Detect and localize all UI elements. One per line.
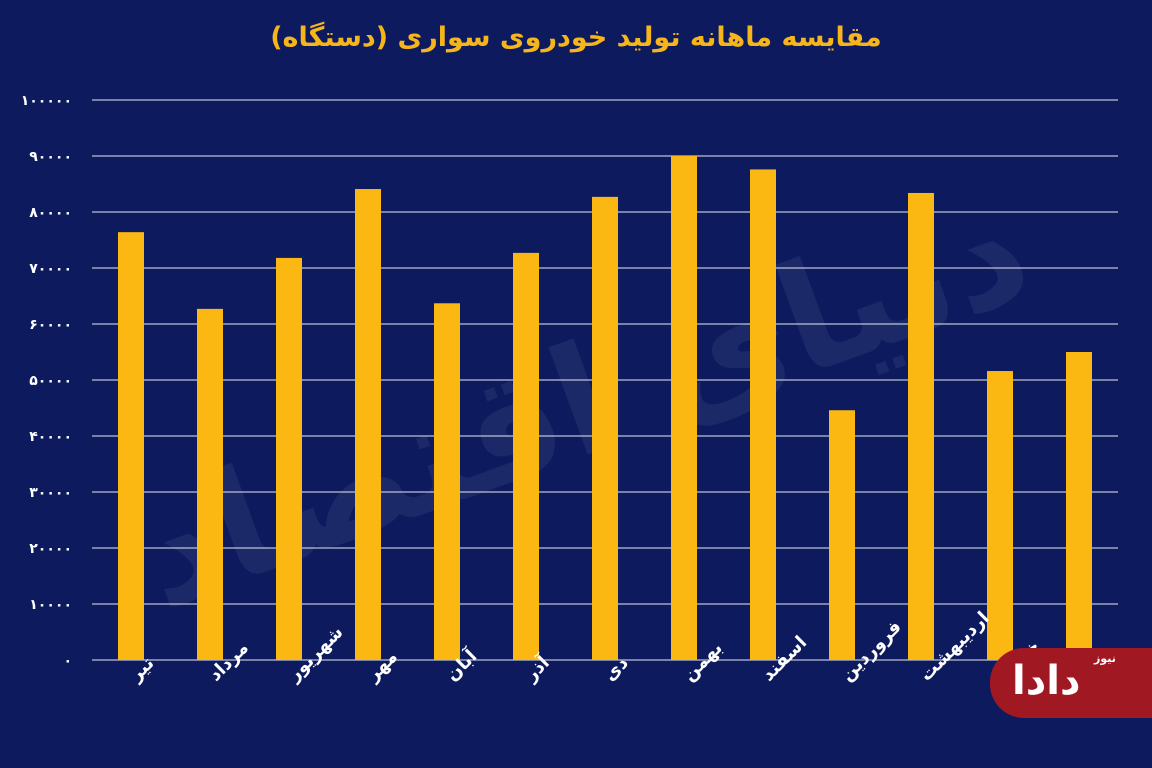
bar [750,169,776,660]
brand-main-text: دادا [1012,658,1082,704]
bar [987,371,1013,660]
bar [118,232,144,660]
bars-layer [118,156,1092,661]
y-tick-label: ۸۰۰۰۰ [29,205,72,221]
bar [434,303,460,660]
bar [276,257,302,660]
y-axis: ۰ ۱۰۰۰۰ ۲۰۰۰۰ ۳۰۰۰۰ ۴۰۰۰۰ ۵۰۰۰۰ ۶۰۰۰۰ ۷۰۰۰۰ ۸۰۰۰… [21,93,72,669]
chart-title: مقایسه ماهانه تولید خودروی سواری (دستگاه… [270,22,882,53]
bar [592,196,618,660]
y-tick-label: ۴۰۰۰۰ [29,429,72,445]
y-tick-label: ۶۰۰۰۰ [29,317,72,333]
bar [908,192,934,660]
brand-logo: نیوز دادا [990,648,1152,718]
bar [197,308,223,660]
bar [1066,352,1092,660]
y-tick-label: ۳۰۰۰۰ [29,485,72,501]
bar [671,156,697,660]
bar [355,189,381,661]
y-tick-label: ۲۰۰۰۰ [29,541,72,557]
y-tick-label: ۱۰۰۰۰ [29,597,72,613]
y-tick-label: ۷۰۰۰۰ [29,261,72,277]
bar [513,252,539,660]
y-tick-label: ۵۰۰۰۰ [29,373,72,389]
y-tick-label: ۱۰۰۰۰۰ [21,93,72,109]
brand-small-text: نیوز [1094,652,1116,665]
y-tick-label: ۰ [63,653,72,669]
bar [829,410,855,660]
y-tick-label: ۹۰۰۰۰ [29,149,72,165]
